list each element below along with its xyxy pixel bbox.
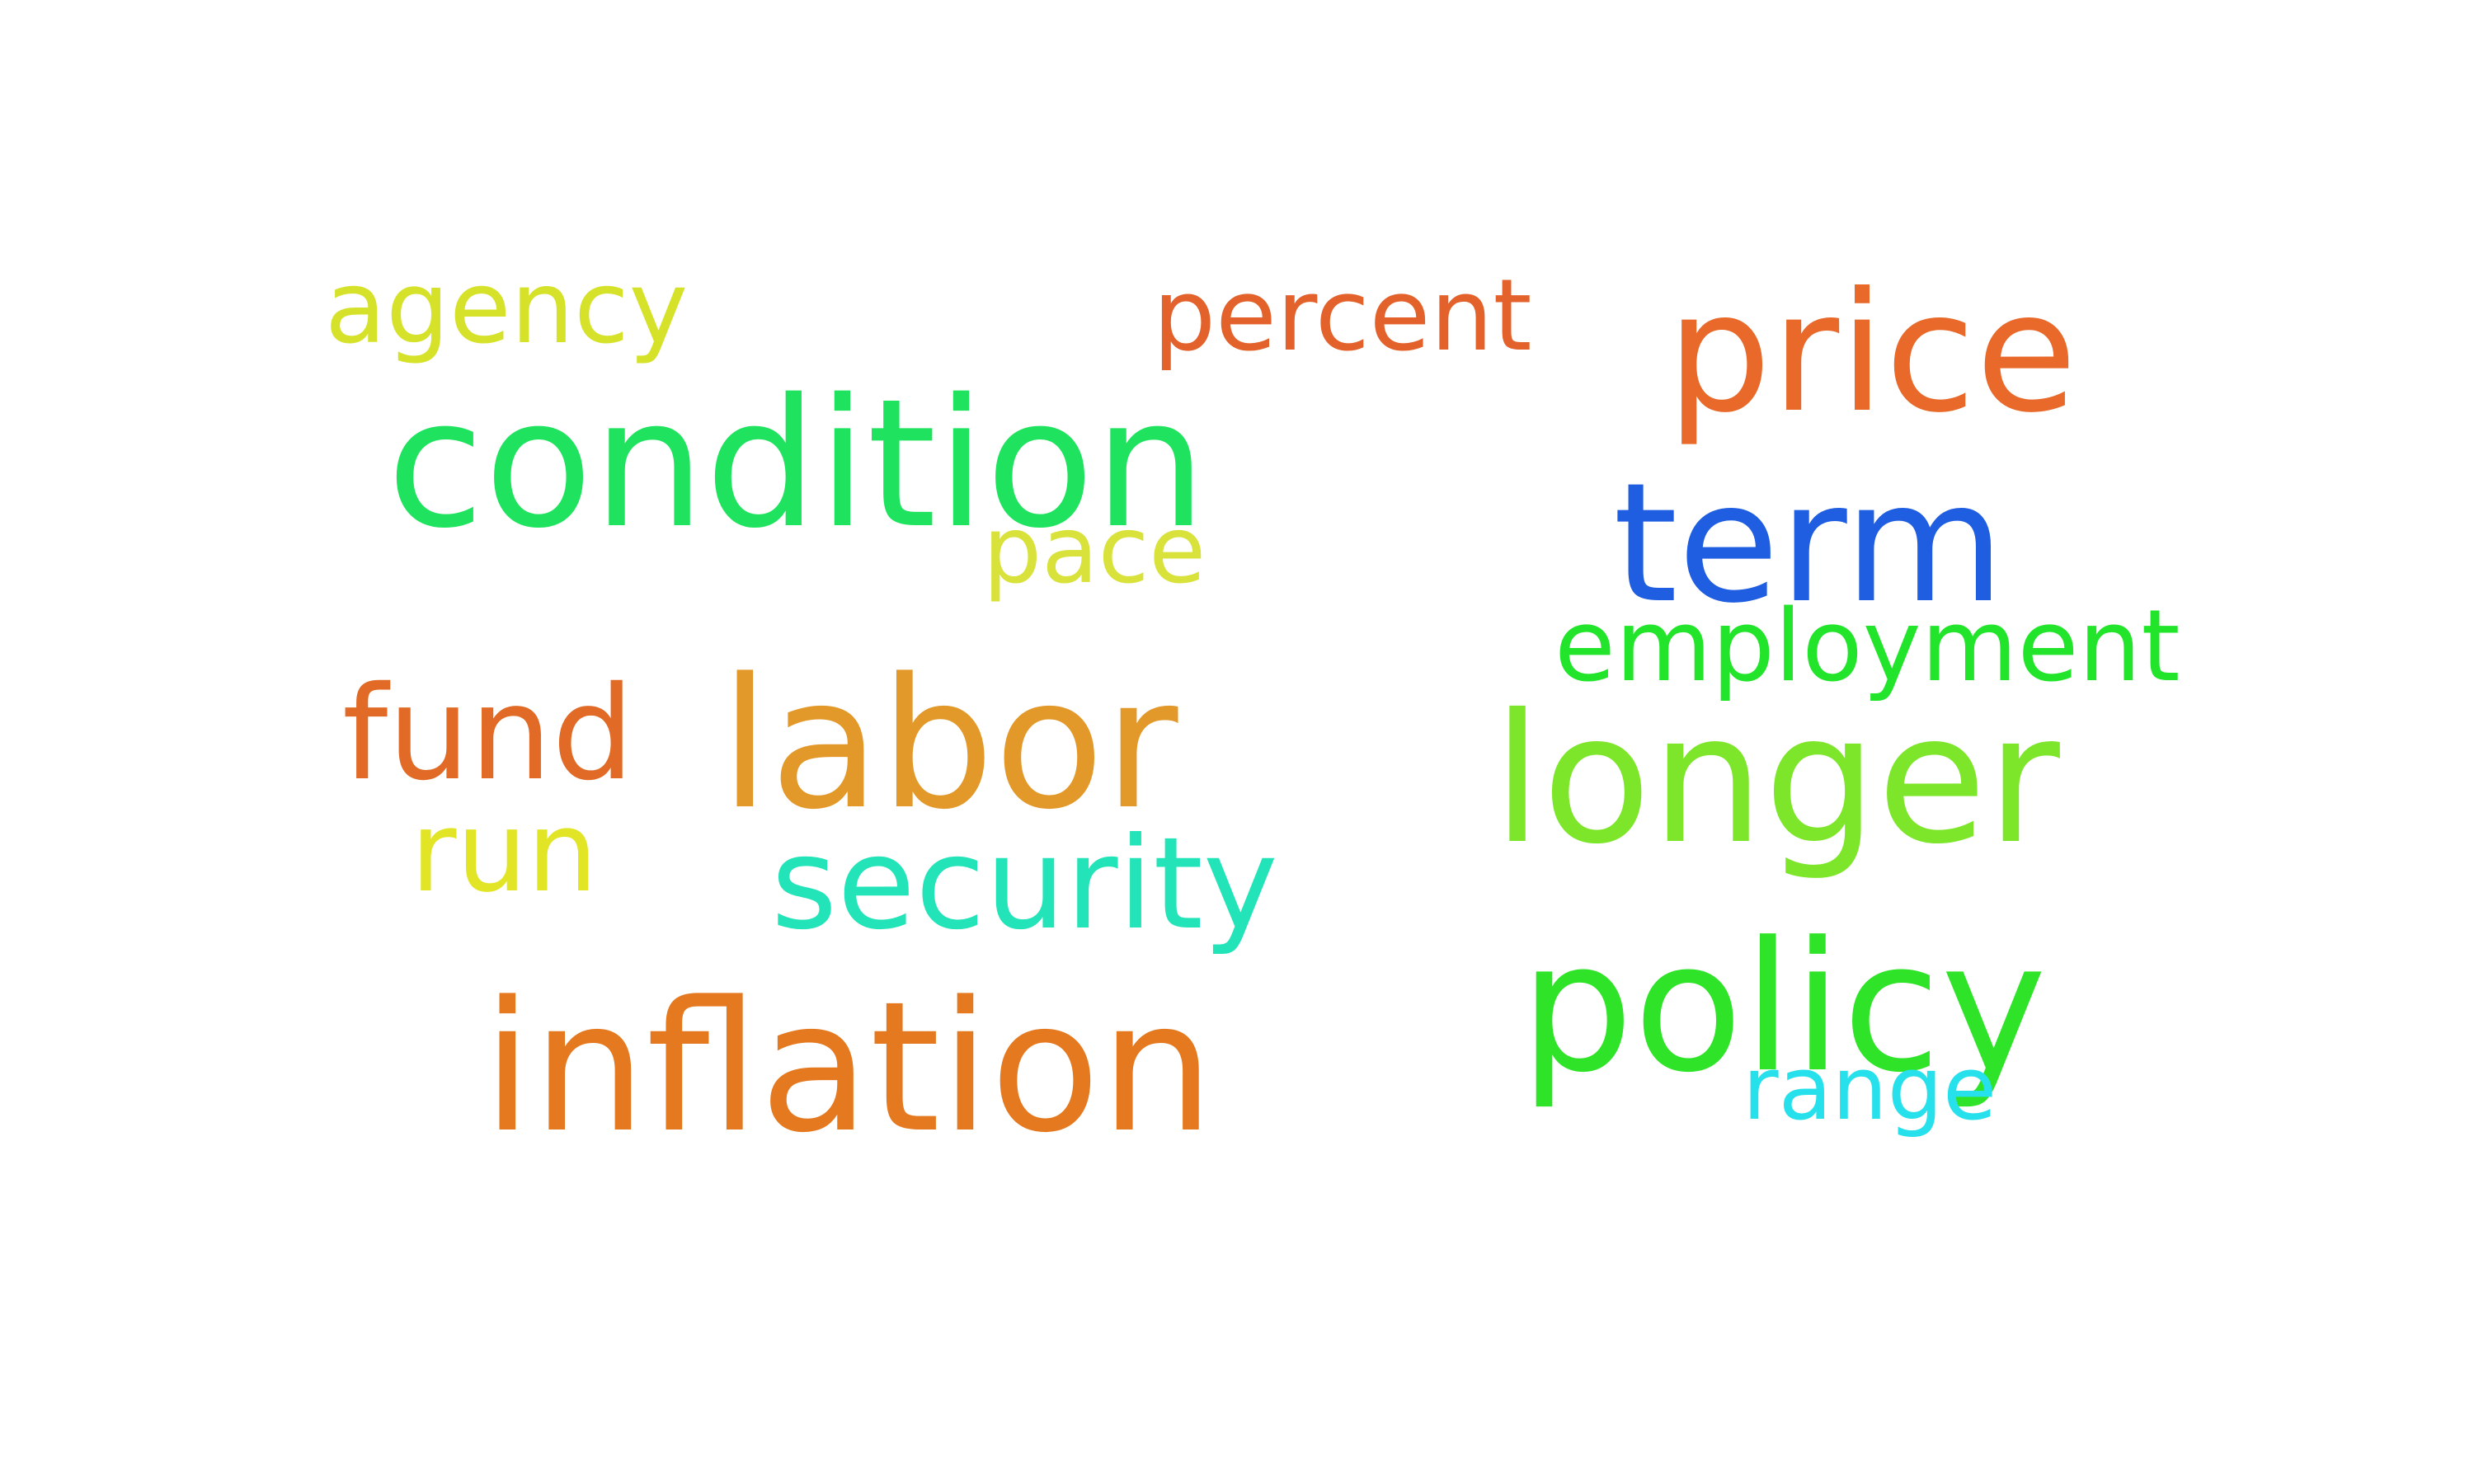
word-fund: fund <box>342 659 634 810</box>
word-inflation: inflation <box>482 964 1215 1172</box>
word-longer: longer <box>1493 676 2060 883</box>
word-employment: employment <box>1554 589 2180 704</box>
word-labor: labor <box>720 641 1178 849</box>
word-agency: agency <box>325 250 689 366</box>
word-run: run <box>411 787 598 917</box>
word-security: security <box>771 810 1278 958</box>
word-condition: condition <box>387 360 1207 567</box>
word-pace: pace <box>983 497 1206 604</box>
word-price: price <box>1667 257 2077 449</box>
word-range: range <box>1743 1038 1997 1139</box>
word-percent: percent <box>1153 259 1532 373</box>
word-policy: policy <box>1520 904 2047 1112</box>
word-term: term <box>1613 448 2005 640</box>
